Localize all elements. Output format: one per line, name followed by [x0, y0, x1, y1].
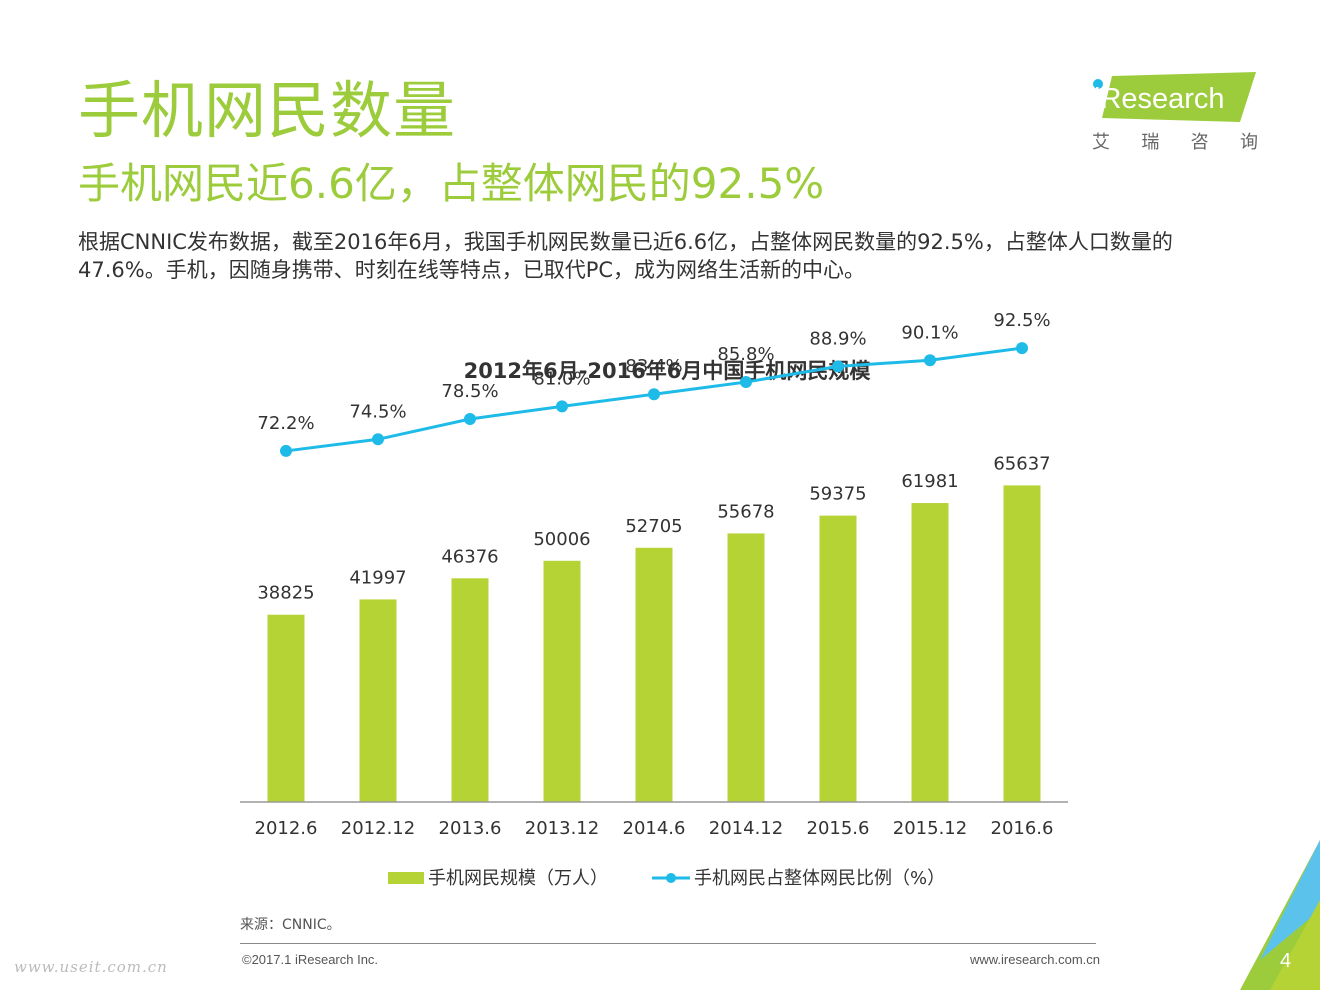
line-point [280, 444, 292, 457]
x-tick-label: 2014.6 [623, 818, 686, 839]
bar [727, 533, 765, 802]
legend-bar-swatch [388, 872, 424, 884]
bar-label-group: 38825 41997 46376 50006 52705 55678 59375 61981… [257, 453, 1050, 603]
line-value-label: 72.2% [257, 413, 314, 434]
bar [543, 560, 581, 802]
bar-value-label: 59375 [809, 484, 866, 505]
bar-series [267, 485, 1041, 802]
page-title: 手机网民数量 [78, 74, 457, 147]
bar-value-label: 46376 [441, 546, 498, 567]
line-point [648, 388, 660, 401]
line-point [556, 400, 568, 413]
line-value-label: 88.9% [809, 328, 866, 349]
bar [267, 614, 305, 802]
watermark: www.useit.com.cn [14, 958, 168, 976]
bar-value-label: 52705 [625, 516, 682, 537]
x-tick-label: 2013.12 [525, 818, 599, 839]
line-point [740, 376, 752, 389]
line-value-label: 92.5% [993, 310, 1050, 331]
x-tick-label: 2014.12 [709, 818, 783, 839]
line-value-label: 85.8% [717, 344, 774, 365]
line-point [1016, 342, 1028, 355]
line-value-label: 83.4% [625, 356, 682, 377]
bar [359, 599, 397, 802]
line-point [372, 433, 384, 446]
line-value-label: 78.5% [441, 381, 498, 402]
x-tick-label: 2015.12 [893, 818, 967, 839]
description-text: 根据CNNIC发布数据，截至2016年6月，我国手机网民数量已近6.6亿，占整体… [78, 230, 1173, 282]
bar [1003, 485, 1041, 802]
line-value-label: 74.5% [349, 401, 406, 422]
page-subtitle: 手机网民近6.6亿，占整体网民的92.5% [78, 159, 825, 208]
logo-char: 瑞 [1141, 132, 1160, 153]
legend-bar-label: 手机网民规模（万人） [428, 868, 608, 889]
bar [819, 515, 857, 802]
logo-chinese-name: 艾 瑞 咨 询 [1092, 128, 1258, 154]
line-point [464, 413, 476, 426]
corner-decoration [1240, 840, 1320, 990]
page-number: 4 [1280, 950, 1292, 972]
line-point [924, 354, 936, 367]
bar-value-label: 55678 [717, 501, 774, 522]
legend-line-marker [666, 873, 676, 883]
legend: 手机网民规模（万人） 手机网民占整体网民比例（%） [388, 868, 945, 889]
bar-value-label: 61981 [901, 471, 958, 492]
bar [451, 578, 489, 802]
logo-char: 咨 [1190, 132, 1209, 153]
bar-value-label: 38825 [257, 583, 314, 604]
copyright: ©2017.1 iResearch Inc. [242, 952, 379, 967]
source-note: 来源：CNNIC。 [240, 917, 341, 933]
bar [635, 547, 673, 802]
bar-value-label: 65637 [993, 453, 1050, 474]
line-value-label: 90.1% [901, 322, 958, 343]
legend-line-label: 手机网民占整体网民比例（%） [694, 868, 945, 889]
x-tick-label: 2012.12 [341, 818, 415, 839]
bar-value-label: 41997 [349, 567, 406, 588]
logo-brand: iResearch [1094, 83, 1225, 115]
line-point [832, 360, 844, 373]
logo-char: 艾 [1092, 132, 1110, 153]
x-tick-label: 2012.6 [255, 818, 318, 839]
logo-char: 询 [1239, 132, 1258, 153]
footer-divider [240, 943, 1096, 944]
website-url: www.iresearch.com.cn [969, 952, 1100, 967]
bar-value-label: 50006 [533, 529, 590, 550]
x-tick-label: 2016.6 [991, 818, 1054, 839]
line-label-group: 72.2% 74.5% 78.5% 81.0% 83.4% 85.8% 88.9% 90.1%… [257, 310, 1050, 434]
bar [911, 503, 949, 802]
x-tick-label: 2013.6 [439, 818, 502, 839]
line-points [280, 342, 1028, 457]
iresearch-logo: iResearch [1093, 72, 1256, 122]
x-tick-labels: 2012.6 2012.12 2013.6 2013.12 2014.6 2014.12 2… [255, 818, 1054, 839]
line-value-label: 81.0% [533, 368, 590, 389]
x-tick-label: 2015.6 [807, 818, 870, 839]
